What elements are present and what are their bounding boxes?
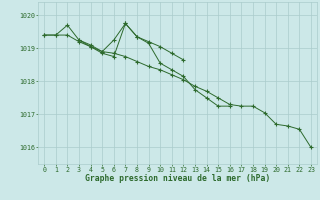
- X-axis label: Graphe pression niveau de la mer (hPa): Graphe pression niveau de la mer (hPa): [85, 174, 270, 183]
